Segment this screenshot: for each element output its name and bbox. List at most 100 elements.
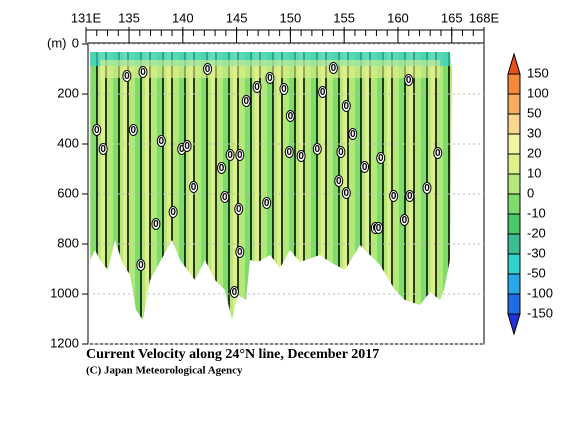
y-tick-label: 800 [57, 235, 79, 250]
contour-label-bg [182, 140, 192, 152]
contour-label: 0 [376, 223, 382, 234]
contour-label: 0 [179, 144, 185, 155]
colorbar-label: -30 [527, 245, 546, 260]
contour-label: 0 [378, 153, 384, 164]
contour-label-bg [312, 143, 322, 155]
contour-label: 0 [314, 144, 320, 155]
contour-label: 0 [191, 182, 197, 193]
contour-label: 0 [402, 215, 408, 226]
colorbar-segment [507, 133, 521, 155]
contour-label: 0 [320, 87, 326, 98]
contour-label: 0 [298, 151, 304, 162]
colorbar-label: -100 [527, 285, 553, 300]
colorbar-label: 30 [527, 125, 541, 140]
contour-label-bg [433, 147, 443, 159]
colorbar-segment [507, 113, 521, 135]
colorbar-top [507, 52, 521, 75]
colorbar-segment [507, 253, 521, 275]
x-tick-label: 155 [333, 10, 355, 25]
colorbar-label: -150 [527, 305, 553, 320]
contour-label: 0 [362, 162, 368, 173]
contour-label-bg [265, 72, 275, 84]
contour-label: 0 [124, 71, 130, 82]
contour-label-bg [284, 146, 294, 158]
contour-label: 0 [232, 287, 238, 298]
contour-label: 0 [424, 183, 430, 194]
contour-label-bg [203, 63, 213, 75]
contour-label: 0 [391, 191, 397, 202]
contour-label-bg [328, 62, 338, 74]
contour-label: 0 [350, 129, 356, 140]
y-tick-label: 400 [57, 135, 79, 150]
contour-label-bg [279, 83, 289, 95]
contour-label: 0 [140, 67, 146, 78]
colorbar-label: -20 [527, 225, 546, 240]
contour-label-bg [285, 110, 295, 122]
contour-label-bg [234, 203, 244, 215]
contour-label-bg [92, 124, 102, 136]
contour-label: 0 [138, 260, 144, 271]
contour-label: 0 [267, 73, 273, 84]
velocity-field [90, 52, 452, 320]
x-tick-label: 131E [71, 10, 102, 25]
colorbar-label: 10 [527, 165, 541, 180]
contour-label-bg [389, 190, 399, 202]
x-tick-label: 168E [469, 10, 500, 25]
contour-label-bg [360, 161, 370, 173]
contour-label-bg [217, 162, 227, 174]
colorbar-bottom [507, 313, 521, 336]
contour-label-bg [98, 143, 108, 155]
contour-label-bg [189, 181, 199, 193]
contour-label: 0 [94, 125, 100, 136]
contour-label-bg [136, 259, 146, 271]
contour-label: 0 [344, 101, 350, 112]
contour-label: 0 [131, 125, 137, 136]
contour-label-bg [405, 190, 415, 202]
contour-label-bg [296, 150, 306, 162]
contour-label: 0 [287, 147, 293, 158]
colorbar-segment [507, 293, 521, 315]
contour-label: 0 [236, 204, 242, 215]
y-tick-label: 1000 [50, 285, 79, 300]
contour-label: 0 [243, 96, 249, 107]
colorbar-segment [507, 273, 521, 295]
contour-label-bg [262, 197, 272, 209]
contour-label-bg [220, 191, 230, 203]
colorbar-segment [507, 193, 521, 215]
colorbar-label: -50 [527, 265, 546, 280]
contour-label: 0 [184, 141, 190, 152]
y-tick-label: 1200 [50, 335, 79, 350]
contour-label-bg [374, 222, 384, 234]
contour-label-bg [318, 86, 328, 98]
contour-label: 0 [288, 111, 294, 122]
colorbar-label: 20 [527, 145, 541, 160]
contour-label: 0 [331, 63, 337, 74]
contour-label: 0 [153, 219, 159, 230]
colorbar-segment [507, 213, 521, 235]
colorbar-label: 50 [527, 105, 541, 120]
contour-label-bg [336, 146, 346, 158]
contour-label-bg [241, 95, 251, 107]
x-tick-label: 150 [280, 10, 302, 25]
contour-label-bg [138, 66, 148, 78]
x-tick-label: 135 [118, 10, 140, 25]
y-tick-label: 200 [57, 85, 79, 100]
contour-label: 0 [407, 191, 413, 202]
credit: (C) Japan Meteorological Agency [86, 365, 243, 377]
colorbar-segment [507, 93, 521, 115]
contour-label-bg [334, 175, 344, 187]
x-tick-label: 165 [441, 10, 463, 25]
contour-label: 0 [406, 75, 412, 86]
contour-label: 0 [237, 150, 243, 161]
chart-title: Current Velocity along 24°N line, Decemb… [86, 347, 379, 362]
y-tick-label: 0 [72, 35, 79, 50]
contour-label: 0 [344, 188, 350, 199]
y-tick-label: 600 [57, 185, 79, 200]
contour-label: 0 [281, 84, 287, 95]
contour-label-bg [422, 182, 432, 194]
contour-label: 0 [237, 247, 243, 258]
contour-label: 0 [254, 82, 260, 93]
colorbar-segment [507, 233, 521, 255]
colorbar-segment [507, 153, 521, 175]
